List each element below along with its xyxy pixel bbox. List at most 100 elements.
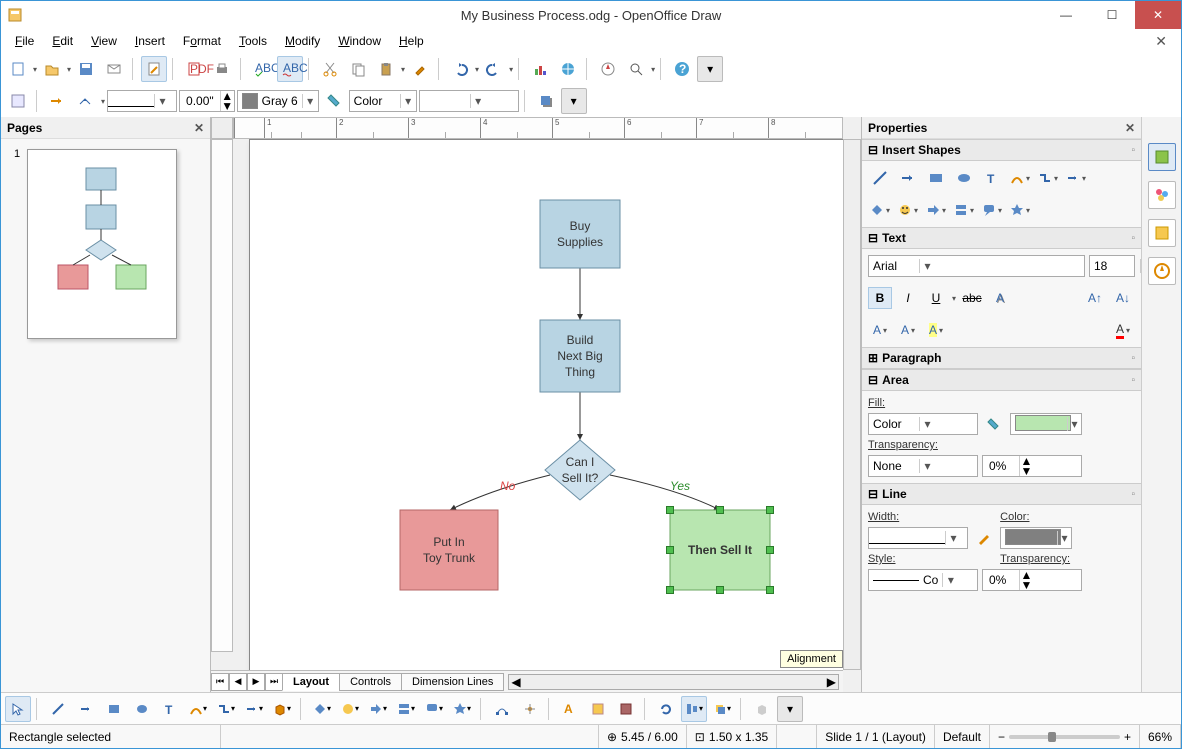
curve-tool[interactable]: ▾ xyxy=(185,696,211,722)
tab-dimension[interactable]: Dimension Lines xyxy=(401,673,504,691)
navigator-button[interactable] xyxy=(595,56,621,82)
status-style[interactable]: Default xyxy=(935,725,990,748)
horizontal-ruler[interactable]: 12345678 xyxy=(233,117,843,139)
email-button[interactable] xyxy=(101,56,127,82)
toolbar2-overflow[interactable]: ▾ xyxy=(561,88,587,114)
toolbar-overflow[interactable]: ▾ xyxy=(697,56,723,82)
menu-edit[interactable]: Edit xyxy=(44,32,81,50)
shadow-button[interactable] xyxy=(533,88,559,114)
chart-button[interactable] xyxy=(527,56,553,82)
menu-help[interactable]: Help xyxy=(391,32,432,50)
tab-first[interactable]: ⏮ xyxy=(211,673,229,691)
doc-close-button[interactable]: ✕ xyxy=(1147,33,1175,50)
page-thumbnail[interactable]: 1 xyxy=(27,149,177,339)
transparency-type[interactable]: None▾ xyxy=(868,455,978,477)
maximize-button[interactable]: ☐ xyxy=(1089,1,1135,29)
autospell-button[interactable]: ABC xyxy=(277,56,303,82)
extrusion-tool[interactable] xyxy=(749,696,775,722)
block-arrows-icon[interactable] xyxy=(924,199,948,221)
fill-type-select[interactable]: Color▾ xyxy=(868,413,978,435)
zoom-value[interactable]: 66% xyxy=(1140,725,1181,748)
font-effect2-button[interactable]: A xyxy=(896,319,920,341)
rotate-tool[interactable] xyxy=(653,696,679,722)
pages-panel-close[interactable]: ✕ xyxy=(194,121,204,135)
area-button[interactable] xyxy=(321,88,347,114)
line-tool[interactable] xyxy=(45,696,71,722)
shrink-font-button[interactable]: A↓ xyxy=(1111,287,1135,309)
text-icon[interactable]: T xyxy=(980,167,1004,189)
lines-tool[interactable]: ▾ xyxy=(241,696,267,722)
star-icon[interactable] xyxy=(1008,199,1032,221)
new-button[interactable] xyxy=(5,56,31,82)
transparency-value[interactable]: 0%▲▼ xyxy=(982,455,1082,477)
line-transp-value[interactable]: 0%▲▼ xyxy=(982,569,1082,591)
save-button[interactable] xyxy=(73,56,99,82)
line-color-select[interactable]: ▾ xyxy=(1000,527,1072,549)
line-style-dropdown[interactable]: ▾ xyxy=(107,90,177,112)
symbol-shapes-icon[interactable] xyxy=(896,199,920,221)
fill-bucket-icon[interactable] xyxy=(982,413,1006,435)
menu-modify[interactable]: Modify xyxy=(277,32,328,50)
status-slide[interactable]: Slide 1 / 1 (Layout) xyxy=(817,725,935,748)
arrow-icon[interactable] xyxy=(896,167,920,189)
star-tool[interactable]: ▾ xyxy=(449,696,475,722)
line-arrow-tool[interactable] xyxy=(73,696,99,722)
gallery-tool[interactable] xyxy=(613,696,639,722)
arrow-style-button[interactable] xyxy=(73,88,99,114)
line-icon[interactable] xyxy=(868,167,892,189)
tab-prev[interactable]: ◀ xyxy=(229,673,247,691)
hyperlink-button[interactable] xyxy=(555,56,581,82)
ellipse-icon[interactable] xyxy=(952,167,976,189)
tab-next[interactable]: ▶ xyxy=(247,673,265,691)
menu-tools[interactable]: Tools xyxy=(231,32,275,50)
section-line[interactable]: Line xyxy=(882,487,907,501)
menu-format[interactable]: Format xyxy=(175,32,229,50)
menu-window[interactable]: Window xyxy=(330,32,389,50)
fill-type-dropdown[interactable]: Color▾ xyxy=(349,90,417,112)
undo-button[interactable] xyxy=(447,56,473,82)
copy-button[interactable] xyxy=(345,56,371,82)
lines-arrows-icon[interactable] xyxy=(1064,167,1088,189)
grow-font-button[interactable]: A↑ xyxy=(1083,287,1107,309)
3d-tool[interactable]: ▾ xyxy=(269,696,295,722)
horizontal-scrollbar[interactable]: ◀▶ xyxy=(508,674,839,690)
zoom-button[interactable] xyxy=(623,56,649,82)
tab-controls[interactable]: Controls xyxy=(339,673,402,691)
menu-view[interactable]: View xyxy=(83,32,125,50)
sidebar-tab-navigator[interactable] xyxy=(1148,257,1176,285)
line-style-select[interactable]: Co▾ xyxy=(868,569,978,591)
redo-button[interactable] xyxy=(481,56,507,82)
flowchart-tool[interactable]: ▾ xyxy=(393,696,419,722)
symbol-tool[interactable]: ▾ xyxy=(337,696,363,722)
tab-layout[interactable]: Layout xyxy=(282,673,340,691)
basic-shapes-tool[interactable]: ▾ xyxy=(309,696,335,722)
font-name-dropdown[interactable]: Arial▾ xyxy=(868,255,1085,277)
connector-tool[interactable]: ▾ xyxy=(213,696,239,722)
glue-tool[interactable] xyxy=(517,696,543,722)
fill-color-select[interactable]: ▾ xyxy=(1010,413,1082,435)
text-tool[interactable]: T xyxy=(157,696,183,722)
arrange-tool[interactable]: ▾ xyxy=(709,696,735,722)
rect-icon[interactable] xyxy=(924,167,948,189)
ellipse-tool[interactable] xyxy=(129,696,155,722)
sidebar-tab-properties[interactable] xyxy=(1148,143,1176,171)
underline-button[interactable]: U xyxy=(924,287,948,309)
align-tool[interactable]: ▾ xyxy=(681,696,707,722)
pdf-export-button[interactable]: PDF xyxy=(181,56,207,82)
from-file-tool[interactable] xyxy=(585,696,611,722)
curve-icon[interactable] xyxy=(1008,167,1032,189)
section-text[interactable]: Text xyxy=(882,231,906,245)
help-button[interactable]: ? xyxy=(669,56,695,82)
font-effect1-button[interactable]: A xyxy=(868,319,892,341)
vertical-ruler[interactable] xyxy=(211,139,233,652)
font-color-button[interactable]: A xyxy=(1111,319,1135,341)
paste-button[interactable] xyxy=(373,56,399,82)
flowchart-icon[interactable] xyxy=(952,199,976,221)
zoom-slider[interactable]: −+ xyxy=(990,725,1140,748)
italic-button[interactable]: I xyxy=(896,287,920,309)
callout-tool[interactable]: ▾ xyxy=(421,696,447,722)
highlight-button[interactable]: A xyxy=(924,319,948,341)
font-size-dropdown[interactable]: 18▾ xyxy=(1089,255,1135,277)
vertical-scrollbar[interactable] xyxy=(843,139,861,670)
line-color-pencil-icon[interactable] xyxy=(972,527,996,549)
